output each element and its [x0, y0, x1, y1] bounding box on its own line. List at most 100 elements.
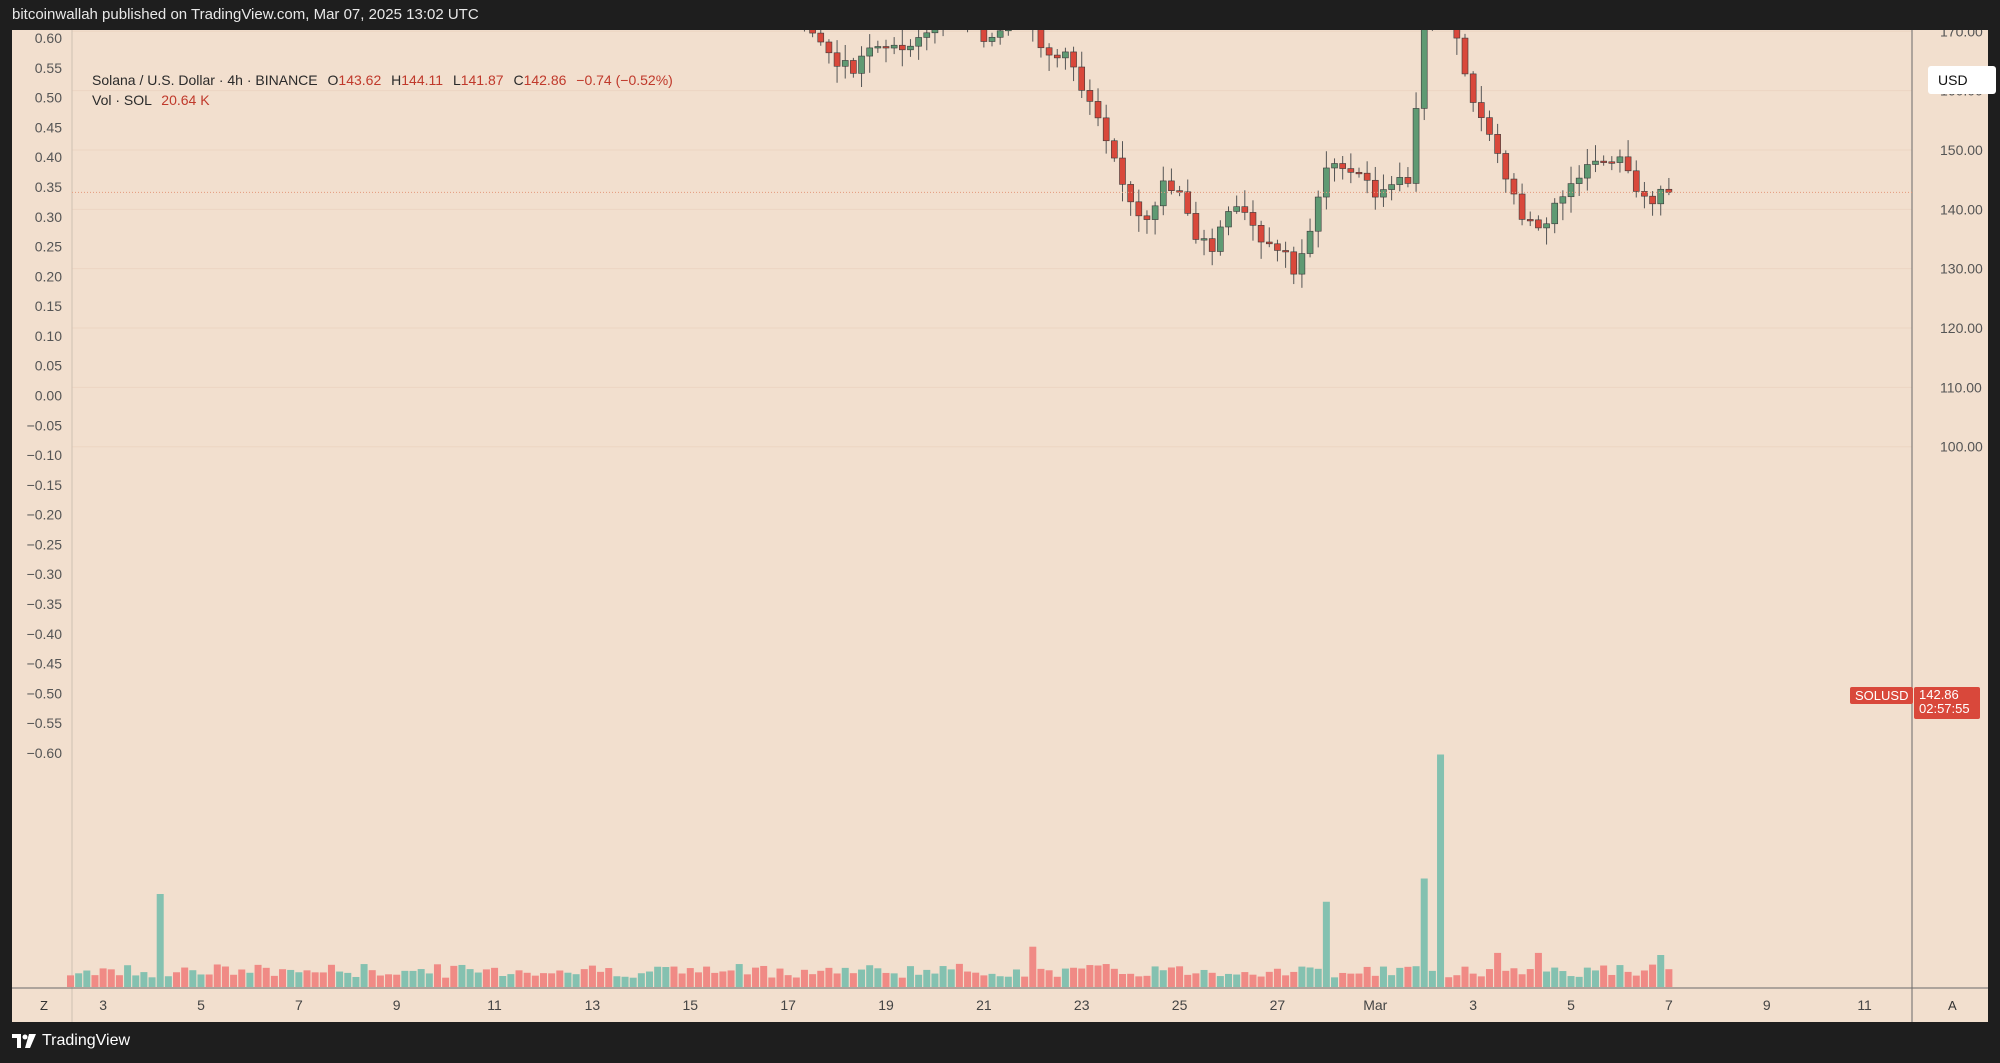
volume-bar: [238, 969, 246, 987]
candle-body: [882, 46, 890, 49]
left-axis-tick-label: −0.15: [27, 477, 63, 493]
candle-body: [1045, 47, 1053, 56]
right-axis-tick-label: 110.00: [1940, 379, 1982, 395]
volume-bar: [1029, 946, 1037, 987]
left-axis-tick-label: −0.05: [27, 417, 63, 433]
volume-bar: [1216, 976, 1224, 987]
candles-group: [803, 30, 1673, 288]
candle-body: [817, 32, 825, 43]
volume-bar: [678, 973, 686, 987]
volume-bar: [91, 975, 99, 987]
volume-bar: [874, 968, 882, 987]
time-axis-label: 19: [878, 997, 894, 1013]
volume-bar: [1306, 967, 1314, 987]
left-axis-tick-label: 0.40: [35, 149, 62, 165]
tradingview-logo[interactable]: TradingView: [12, 1032, 130, 1050]
volume-bar: [1331, 977, 1339, 987]
volume-bar: [482, 969, 490, 987]
candle-body: [1159, 180, 1167, 207]
candle-body: [1649, 195, 1656, 205]
volume-bar: [588, 965, 596, 987]
volume-bar: [1273, 968, 1281, 987]
volume-bar: [980, 975, 988, 987]
auto-scale-left-button[interactable]: Z: [40, 998, 48, 1013]
volume-bar: [197, 974, 205, 987]
auto-scale-right-button[interactable]: A: [1948, 998, 1957, 1013]
volume-bar: [246, 972, 254, 987]
volume-bar: [1200, 969, 1208, 987]
right-axis-tick-label: 120.00: [1940, 320, 1983, 336]
left-axis-tick-label: 0.45: [35, 119, 62, 135]
candle-body: [1200, 238, 1208, 241]
time-axis-label: 13: [585, 997, 601, 1013]
volume-bar: [140, 972, 148, 987]
volume-bar: [898, 977, 906, 987]
volume-bar: [1061, 968, 1069, 987]
open-value: 143.62: [338, 72, 382, 88]
volume-bar: [164, 976, 172, 987]
close-value: 142.86: [523, 72, 567, 88]
candle-body: [1543, 223, 1550, 229]
volume-bar: [1404, 966, 1412, 987]
candle-body: [1641, 191, 1648, 197]
time-axis-label: 23: [1074, 997, 1090, 1013]
right-axis-tick-label: 140.00: [1940, 201, 1983, 217]
symbol-label[interactable]: Solana / U.S. Dollar · 4h · BINANCE: [92, 72, 318, 88]
volume-bar: [401, 970, 409, 987]
volume-bar: [760, 965, 768, 987]
candle-body: [825, 41, 833, 54]
candle-body: [1632, 170, 1640, 192]
volume-bar: [507, 974, 515, 987]
volume-bar: [1208, 972, 1216, 987]
volume-bar: [613, 976, 621, 987]
volume-bar: [1469, 973, 1477, 987]
volume-bar: [360, 964, 368, 987]
candle-body: [1306, 230, 1314, 254]
time-axis-label: 21: [976, 997, 992, 1013]
candle-body: [1486, 117, 1493, 135]
low-label: L: [452, 72, 461, 88]
close-label: C: [513, 72, 524, 88]
candle-body: [1217, 226, 1224, 252]
volume-bar: [972, 972, 980, 987]
candle-body: [1184, 191, 1192, 214]
volume-bar: [1241, 972, 1249, 987]
candle-body: [1461, 37, 1469, 75]
volume-bar: [1118, 974, 1126, 987]
candle-body: [1584, 164, 1591, 179]
volume-bar: [923, 969, 931, 987]
volume-bar: [654, 966, 662, 987]
volume-bar: [1363, 966, 1371, 987]
candle-body: [1412, 108, 1420, 184]
volume-label[interactable]: Vol · SOL: [92, 92, 152, 108]
price-chart[interactable]: 0.60 0.55 0.50 0.45 0.40 0.35 0.30 0.25 0.20 0.15…: [12, 30, 1988, 1022]
chart-area[interactable]: 0.60 0.55 0.50 0.45 0.40 0.35 0.30 0.25 0.20 0.15…: [12, 30, 1996, 1022]
volume-row: Vol · SOL 20.64 K: [92, 90, 673, 110]
time-axis-label: 7: [295, 997, 303, 1013]
volume-bar: [1233, 974, 1241, 987]
volume-bar: [1021, 976, 1029, 987]
volume-bar: [711, 972, 719, 987]
volume-bar: [344, 972, 352, 987]
volume-bar: [1094, 965, 1102, 987]
volume-bar: [841, 967, 849, 987]
volume-bar: [800, 969, 808, 987]
volume-bar: [572, 974, 580, 987]
candle-body: [1535, 219, 1542, 229]
volume-bar: [1453, 975, 1461, 987]
candle-body: [1559, 196, 1567, 204]
volume-bar: [1624, 971, 1632, 987]
volume-bar: [311, 972, 319, 987]
candle-body: [1290, 251, 1298, 275]
volume-bar: [776, 968, 784, 987]
candle-body: [1143, 215, 1151, 220]
volume-bar: [1037, 968, 1045, 987]
volume-bar: [75, 973, 83, 987]
chart-legend: Solana / U.S. Dollar · 4h · BINANCE O143…: [92, 70, 673, 110]
volume-bar: [1461, 966, 1469, 987]
candle-body: [1404, 177, 1412, 184]
currency-button[interactable]: USD: [1928, 66, 1996, 94]
open-label: O: [327, 72, 339, 88]
volume-bar: [1110, 968, 1118, 987]
